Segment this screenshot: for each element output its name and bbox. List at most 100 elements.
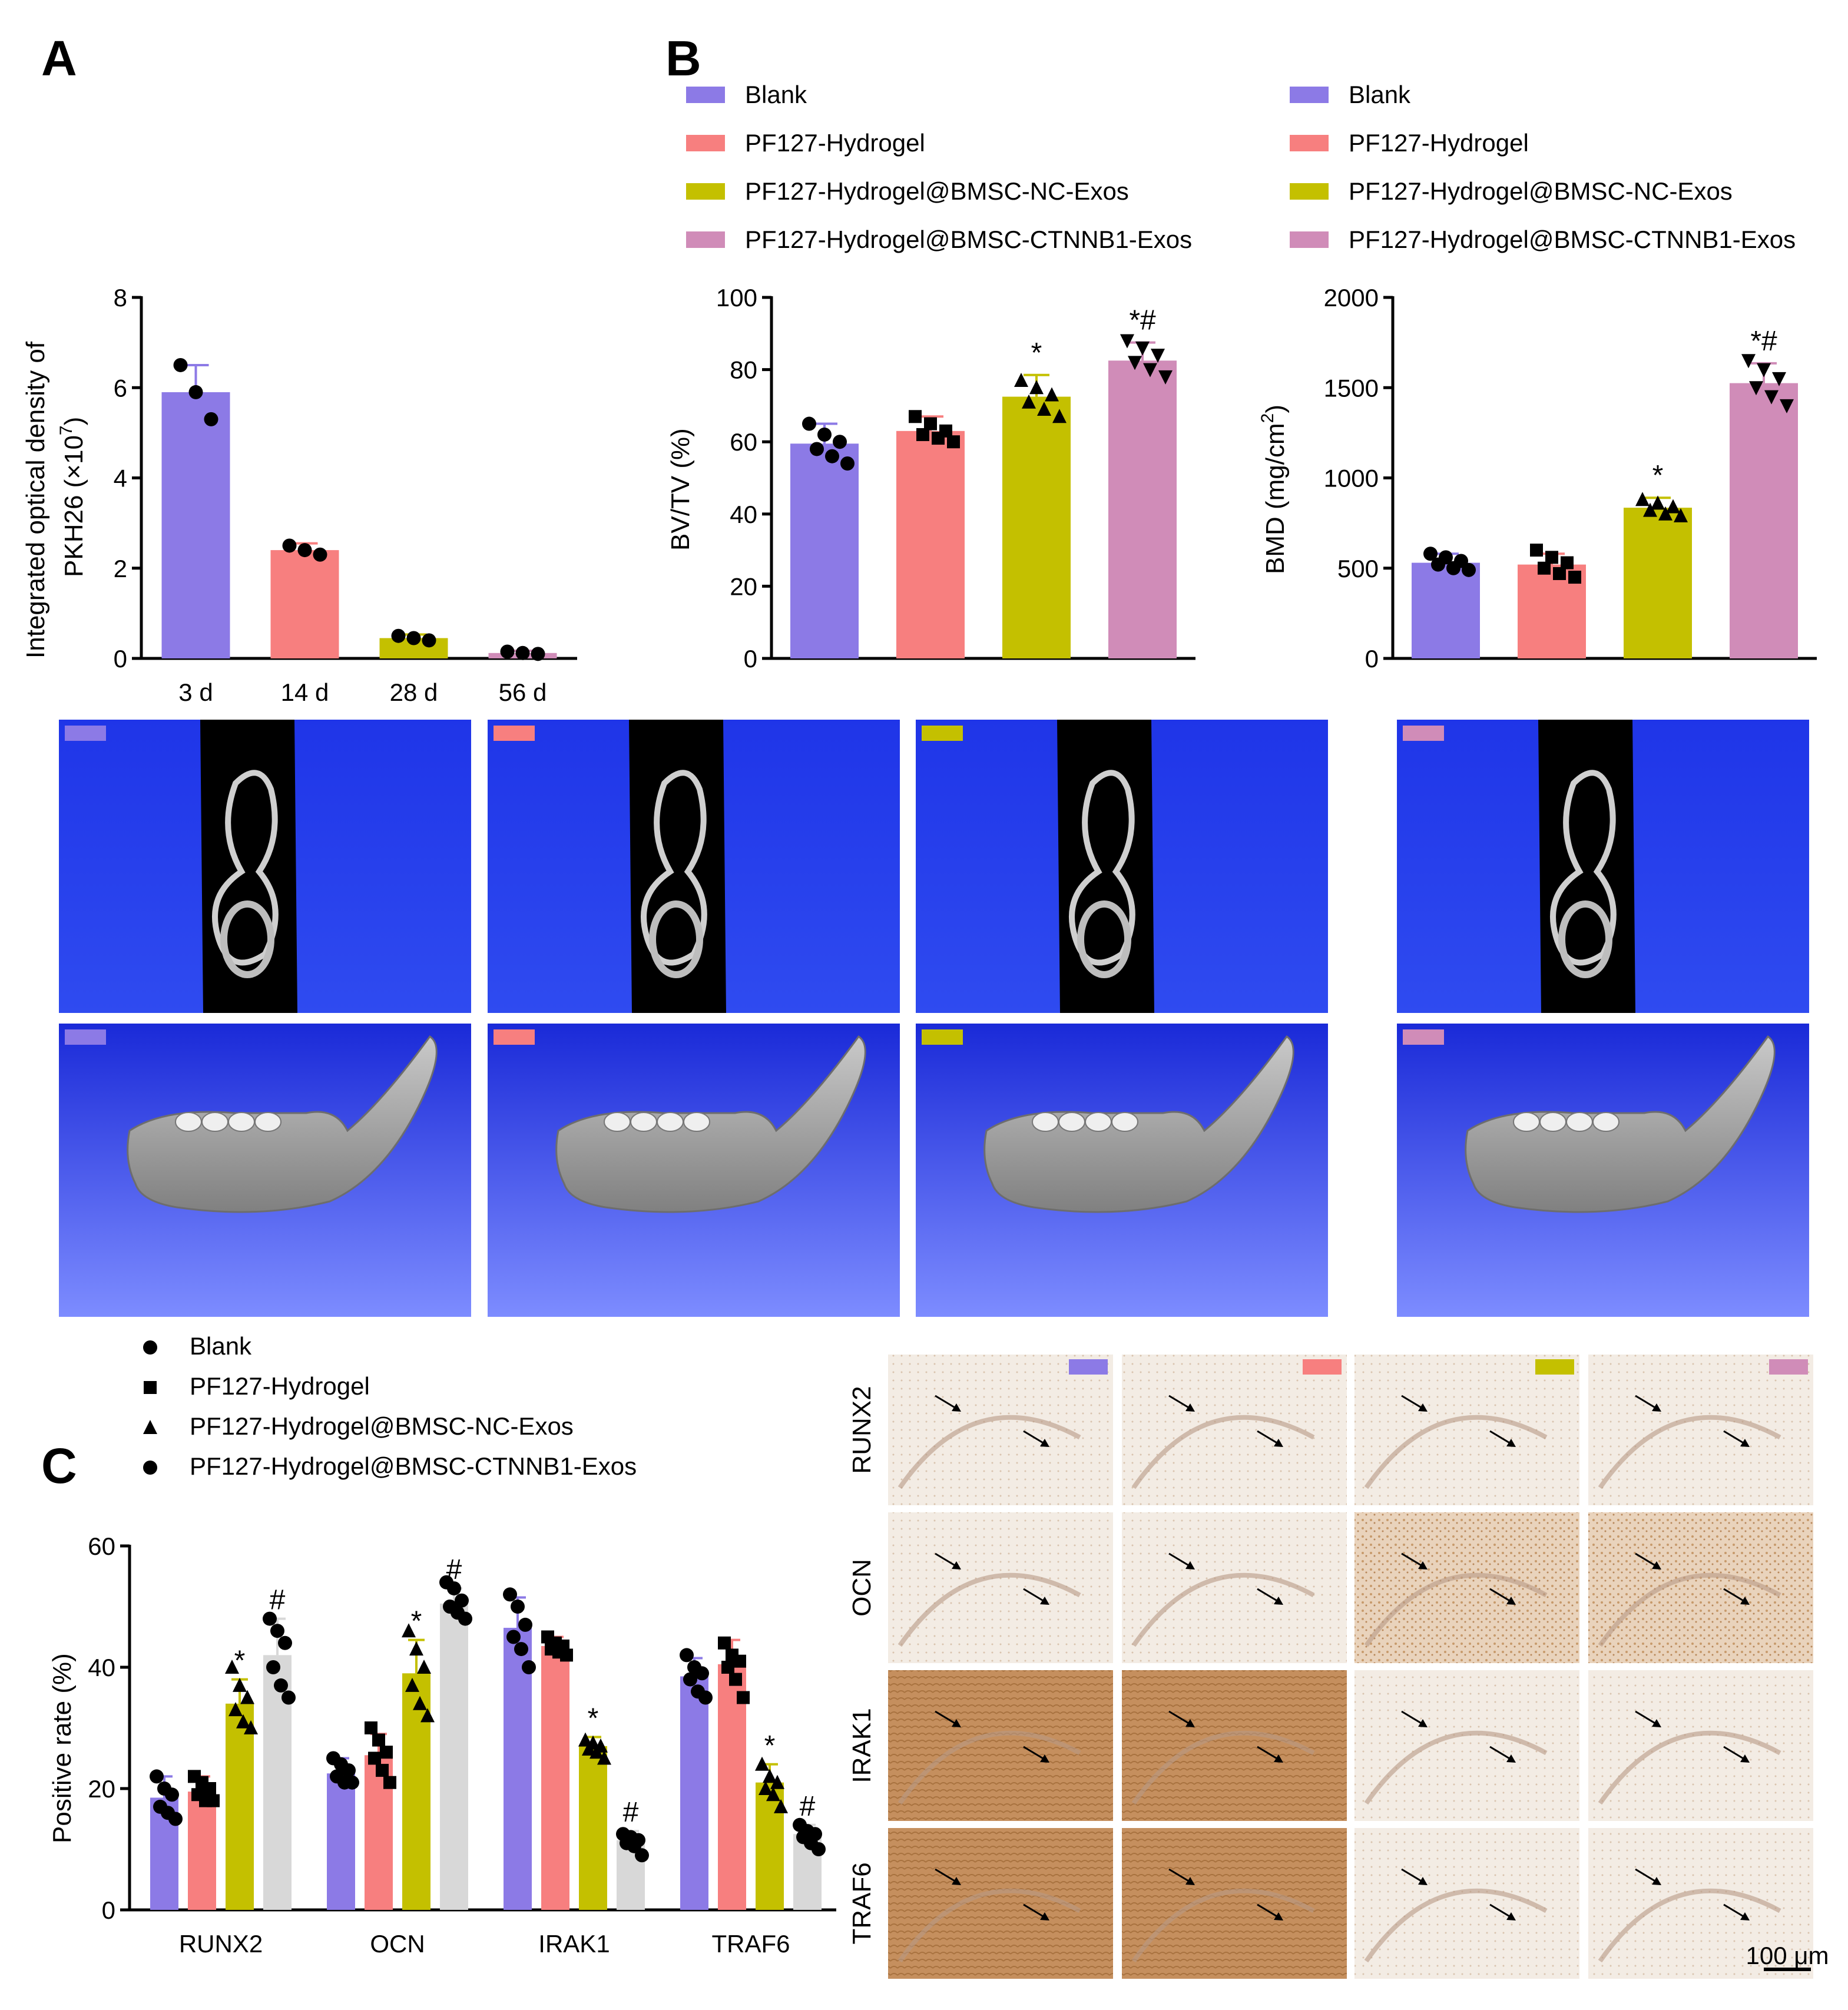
data-point xyxy=(266,1660,280,1674)
data-point xyxy=(270,1624,284,1638)
ihc-arrowhead xyxy=(1185,1877,1195,1885)
ihc-group-tag xyxy=(1303,1359,1342,1375)
data-point xyxy=(680,1648,694,1663)
data-point xyxy=(203,1782,216,1795)
y-tick-label: 0 xyxy=(1365,645,1379,673)
x-tick-label: RUNX2 xyxy=(179,1930,263,1958)
bar xyxy=(504,1628,532,1910)
data-point xyxy=(1530,544,1543,557)
ihc-tile xyxy=(888,1355,1113,1505)
data-point xyxy=(240,1690,254,1704)
ihc-arrowhead xyxy=(952,1561,961,1569)
data-point xyxy=(840,456,855,471)
y-tick-label: 1500 xyxy=(1324,374,1379,402)
bar xyxy=(188,1792,216,1910)
ct-2d-root xyxy=(1558,900,1612,978)
data-point xyxy=(729,1673,742,1686)
ihc-group-tag xyxy=(1535,1359,1574,1375)
data-point xyxy=(1158,370,1173,385)
data-point xyxy=(774,1799,788,1813)
ihc-arrowhead xyxy=(1506,1597,1516,1605)
legend-label: PF127-Hydrogel@BMSC-NC-Exos xyxy=(1349,177,1733,205)
data-point xyxy=(1651,495,1665,510)
ihc-arrowhead xyxy=(1274,1439,1283,1447)
data-point xyxy=(1568,571,1581,584)
data-point xyxy=(817,427,832,442)
y-tick-label: 40 xyxy=(730,501,757,528)
y-tick-label: 20 xyxy=(730,572,757,600)
y-axis-title-b2-end: ) xyxy=(1261,405,1290,413)
ihc-arrowhead xyxy=(1274,1754,1283,1763)
data-point xyxy=(1120,334,1134,349)
panel-label-a: A xyxy=(41,31,77,86)
bar xyxy=(680,1676,708,1910)
ct-3d-group-tag xyxy=(1403,1029,1444,1045)
bar xyxy=(718,1664,746,1910)
ihc-row-label: OCN xyxy=(847,1559,876,1617)
data-point xyxy=(342,1763,356,1778)
y-tick-label: 2000 xyxy=(1324,284,1379,312)
data-point xyxy=(909,410,922,423)
significance-label: * xyxy=(411,1606,422,1637)
bar xyxy=(1108,360,1177,658)
bar xyxy=(440,1603,468,1910)
data-point xyxy=(372,1733,385,1747)
data-point xyxy=(1545,551,1558,564)
ihc-tissue-edge xyxy=(1598,1415,1781,1489)
ihc-arrowhead xyxy=(1040,1597,1049,1605)
y-tick-label: 60 xyxy=(88,1532,115,1560)
y-axis-title-c: Positive rate (%) xyxy=(48,1653,77,1843)
data-point xyxy=(1538,561,1551,575)
data-point xyxy=(313,547,327,562)
data-point xyxy=(1666,499,1680,514)
data-point xyxy=(368,1751,381,1765)
ihc-row-label: TRAF6 xyxy=(847,1862,876,1944)
legend-swatch xyxy=(686,183,725,200)
ihc-arrowhead xyxy=(952,1719,961,1727)
y-axis-title-sup: 7 xyxy=(57,425,76,435)
ihc-tile xyxy=(1122,1828,1347,1979)
legend-marker xyxy=(143,1461,157,1475)
legend-label: PF127-Hydrogel@BMSC-CTNNB1-Exos xyxy=(190,1452,637,1480)
data-point xyxy=(531,647,545,661)
ct-3d-mandible xyxy=(555,1035,866,1213)
ct-3d-molar xyxy=(630,1112,657,1132)
data-point xyxy=(204,412,218,426)
ihc-tile xyxy=(888,1828,1113,1979)
data-point xyxy=(345,1775,359,1790)
data-point xyxy=(1749,381,1763,396)
data-point xyxy=(150,1769,164,1784)
data-point xyxy=(766,1787,780,1802)
data-point xyxy=(413,1696,427,1710)
ihc-tile xyxy=(1122,1355,1347,1505)
ct-3d-molar xyxy=(657,1112,684,1132)
ct-2d-group-tag xyxy=(922,726,963,741)
chart-b-bmd: 0 500 1000 1500 2000 * *# BMD (mg/cm2) xyxy=(1258,284,1817,673)
data-point xyxy=(225,1660,239,1674)
ihc-tile xyxy=(1354,1355,1579,1505)
data-point xyxy=(282,538,297,553)
data-point xyxy=(1764,390,1779,405)
data-point xyxy=(582,1741,596,1756)
data-point xyxy=(236,1714,250,1728)
y-axis-title-b2: BMD (mg/cm2) xyxy=(1258,405,1290,574)
ihc-tissue-edge xyxy=(897,1415,1081,1489)
data-point xyxy=(402,1623,416,1638)
ihc-tile xyxy=(1122,1670,1347,1821)
ct-3d-mandible xyxy=(983,1035,1294,1213)
ct-2d-bone xyxy=(212,770,279,966)
ct-3d-molar xyxy=(254,1112,281,1132)
y-tick-label: 0 xyxy=(744,645,757,673)
data-point xyxy=(759,1781,773,1795)
ct-3d-group-tag xyxy=(922,1029,963,1045)
data-point xyxy=(417,1660,431,1674)
ct-2d-root xyxy=(649,900,703,978)
ihc-tile xyxy=(888,1512,1113,1663)
data-point xyxy=(718,1636,731,1650)
significance-label: * xyxy=(764,1730,776,1761)
ct-2d-root xyxy=(1077,900,1131,978)
ihc-tissue-edge xyxy=(1131,1572,1315,1647)
ihc-arrowhead xyxy=(952,1877,961,1885)
data-point xyxy=(263,1611,277,1626)
significance-label: * xyxy=(1652,460,1664,491)
